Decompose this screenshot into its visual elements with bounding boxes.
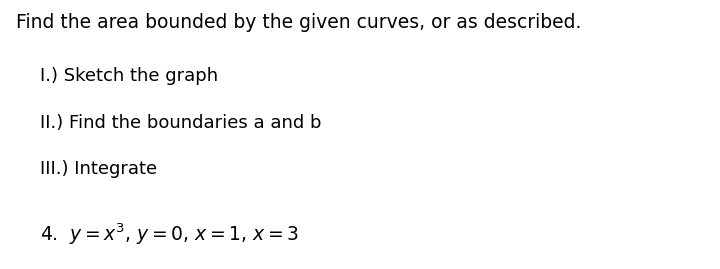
Text: III.) Integrate: III.) Integrate — [40, 160, 157, 178]
Text: Find the area bounded by the given curves, or as described.: Find the area bounded by the given curve… — [16, 13, 581, 33]
Text: II.) Find the boundaries a and b: II.) Find the boundaries a and b — [40, 114, 321, 132]
Text: 4.  $y = x^3$, $y = 0$, $x = 1$, $x = 3$: 4. $y = x^3$, $y = 0$, $x = 1$, $x = 3$ — [40, 222, 299, 247]
Text: I.) Sketch the graph: I.) Sketch the graph — [40, 67, 217, 85]
